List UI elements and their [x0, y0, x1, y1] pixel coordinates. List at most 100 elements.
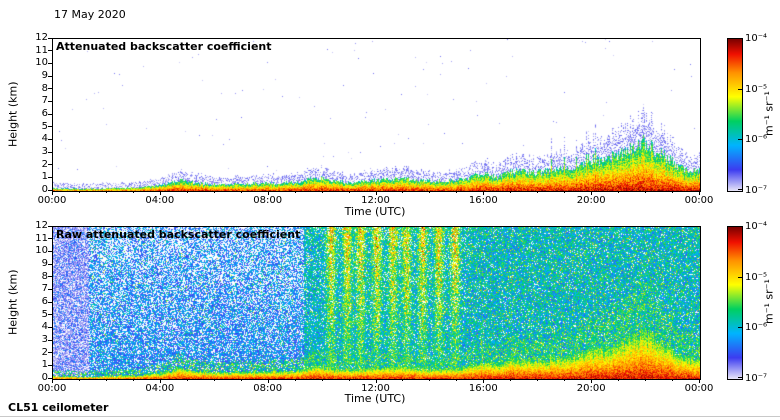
axis-tick	[348, 191, 350, 193]
date-label: 17 May 2020	[54, 8, 126, 21]
colorbar-unit-attenuated: m⁻¹ sr⁻¹	[762, 91, 776, 137]
colorbar-attenuated	[727, 38, 743, 192]
y-tick-label: 7	[41, 283, 48, 295]
colorbar-tick-label: 10⁻⁷	[745, 373, 768, 384]
x-tick-label: 08:00	[253, 195, 283, 206]
colorbar-tick-label: 10⁻⁷	[745, 185, 768, 196]
axis-tick	[618, 379, 620, 381]
axis-tick	[48, 377, 52, 379]
axis-tick	[699, 379, 700, 383]
axis-tick	[510, 191, 512, 193]
axis-tick	[591, 379, 593, 383]
axis-tick	[48, 263, 52, 265]
axis-tick	[537, 379, 539, 381]
plot-frame-raw: Raw attenuated backscatter coefficient	[52, 226, 701, 380]
x-tick-label: 16:00	[468, 383, 498, 394]
colorbar-tick-label: 10⁻⁴	[745, 221, 768, 232]
axis-tick	[48, 88, 52, 90]
axis-tick	[564, 191, 566, 193]
y-tick-label: 10	[35, 245, 48, 257]
axis-tick	[52, 379, 53, 383]
axis-tick	[48, 113, 52, 115]
axis-tick	[48, 352, 52, 354]
axis-tick	[375, 191, 377, 195]
y-tick-label: 8	[41, 82, 48, 94]
axis-tick	[402, 379, 404, 381]
axis-tick	[78, 379, 80, 381]
y-tick-label: 4	[41, 133, 48, 145]
axis-tick	[672, 191, 674, 193]
axis-tick	[240, 379, 242, 381]
axis-tick	[294, 379, 296, 381]
axis-tick	[537, 191, 539, 193]
axis-tick	[267, 191, 269, 195]
axis-tick	[52, 191, 53, 195]
colorbar-tick-label: 10⁻⁵	[745, 271, 768, 283]
y-tick-label: 3	[41, 334, 48, 345]
x-axis-label-raw: Time (UTC)	[344, 392, 406, 405]
x-tick-label: 12:00	[361, 383, 390, 394]
axis-tick	[48, 225, 52, 227]
y-tick-label: 2	[41, 346, 48, 358]
axis-tick	[132, 191, 134, 193]
y-tick-label: 6	[41, 296, 48, 307]
axis-tick	[738, 226, 742, 227]
axis-tick	[699, 191, 700, 195]
axis-tick	[48, 151, 52, 153]
axis-tick	[294, 191, 296, 193]
x-axis-label-attenuated: Time (UTC)	[344, 205, 406, 218]
plot-title-attenuated: Attenuated backscatter coefficient	[56, 40, 272, 53]
axis-tick	[213, 379, 215, 381]
axis-tick	[321, 191, 323, 193]
x-tick-label: 04:00	[145, 383, 175, 394]
axis-tick	[213, 191, 215, 193]
axis-tick	[48, 50, 52, 52]
y-tick-label: 12	[35, 220, 48, 231]
instrument-label: CL51 ceilometer	[8, 401, 109, 414]
axis-tick	[240, 191, 242, 193]
y-axis-label-raw: Height (km)	[6, 269, 20, 335]
y-tick-label: 11	[35, 232, 48, 244]
y-axis-label-attenuated: Height (km)	[6, 81, 20, 147]
y-tick-label: 8	[41, 270, 48, 282]
x-tick-label: 20:00	[576, 383, 606, 394]
colorbar-tick-label: 10⁻⁶	[745, 134, 768, 146]
axis-tick	[48, 238, 52, 240]
axis-tick	[48, 339, 52, 341]
y-tick-label: 11	[35, 44, 48, 56]
x-tick-label: 00:00	[684, 383, 714, 394]
axis-tick	[48, 126, 52, 128]
axis-tick	[48, 37, 52, 39]
y-tick-label: 1	[41, 171, 48, 183]
y-tick-label: 5	[41, 120, 48, 132]
axis-tick	[456, 191, 458, 193]
y-tick-label: 4	[41, 321, 48, 333]
axis-tick	[48, 364, 52, 366]
x-tick-label: 20:00	[576, 195, 606, 206]
axis-tick	[738, 327, 742, 329]
colorbar-unit-raw: m⁻¹ sr⁻¹	[762, 279, 776, 325]
axis-tick	[738, 276, 742, 278]
y-tick-label: 7	[41, 95, 48, 107]
axis-tick	[78, 191, 80, 193]
axis-tick	[672, 379, 674, 381]
y-tick-label: 6	[41, 108, 48, 119]
axis-tick	[483, 191, 485, 195]
heatmap-raw	[53, 227, 700, 379]
axis-tick	[48, 138, 52, 140]
y-tick-label: 9	[41, 70, 48, 81]
axis-tick	[48, 250, 52, 252]
y-tick-label: 0	[41, 372, 48, 383]
axis-tick	[510, 379, 512, 381]
y-tick-label: 2	[41, 158, 48, 170]
axis-tick	[456, 379, 458, 381]
y-tick-label: 9	[41, 258, 48, 269]
axis-tick	[159, 379, 161, 383]
axis-tick	[48, 314, 52, 316]
axis-tick	[48, 75, 52, 77]
bottom-divider	[0, 416, 780, 417]
axis-tick	[738, 377, 742, 378]
x-tick-label: 08:00	[253, 383, 283, 394]
axis-tick	[483, 379, 485, 383]
